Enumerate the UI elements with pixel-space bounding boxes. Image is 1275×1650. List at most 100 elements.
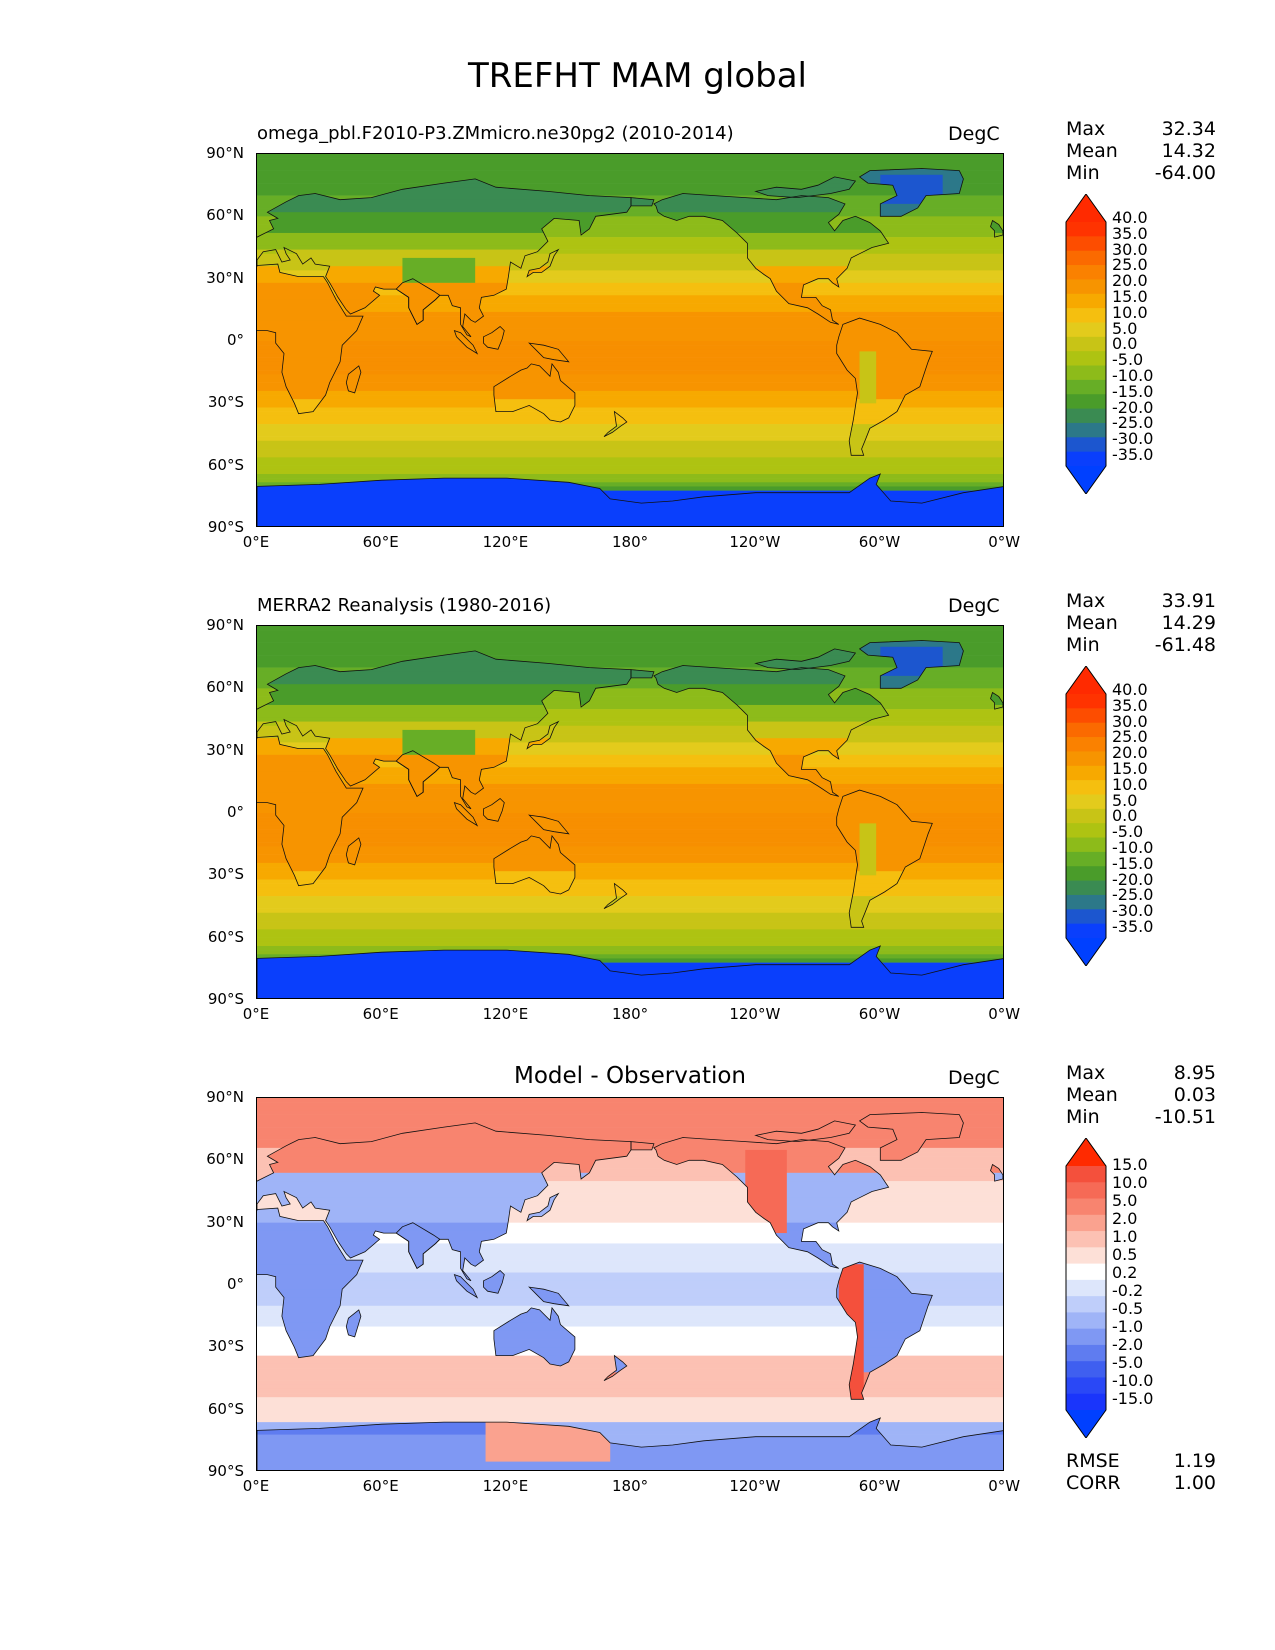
coastline-samerica [836, 1261, 933, 1400]
colorbar-extend-top [1066, 194, 1106, 222]
colorbar-obs [1065, 666, 1107, 966]
colorbar-segment [1066, 1312, 1106, 1330]
lon-tick-label: 180° [612, 1005, 649, 1023]
ocean-band [257, 887, 1003, 893]
colorbar-tick-label: -35.0 [1112, 917, 1154, 936]
lat-tick-label: 60°N [206, 678, 244, 697]
stat-key: CORR [1066, 1472, 1121, 1494]
colorbar-segment [1066, 909, 1106, 925]
ocean-band [257, 266, 1003, 271]
colorbar-segment [1066, 437, 1106, 453]
ocean-band [257, 912, 1003, 918]
ocean-band [257, 634, 1003, 639]
colorbar-segment [1066, 1166, 1106, 1183]
coastline-nz [603, 410, 628, 437]
ocean-band [257, 449, 1003, 454]
colorbar-tick-label: 35.0 [1112, 223, 1148, 243]
colorbar-segment [1066, 808, 1106, 824]
lat-tick-label: 90°S [207, 989, 244, 1008]
coastline-sumatra [453, 801, 479, 827]
coastline-africa [257, 1207, 364, 1359]
stat-key: Max [1066, 1062, 1106, 1084]
ocean-band [257, 871, 1003, 876]
land-band [257, 671, 1003, 677]
ocean-band [257, 746, 1003, 751]
ocean-band [257, 1131, 1003, 1136]
colorbar-tick-label: 0.5 [1112, 1245, 1138, 1264]
lat-tick-label: 0° [226, 1274, 244, 1293]
ocean-band [257, 457, 1003, 462]
ocean-band [257, 775, 1003, 781]
ocean-band [257, 1289, 1003, 1294]
ocean-band [257, 788, 1003, 793]
ocean-band [257, 937, 1003, 943]
colorbar-segment [1066, 1231, 1106, 1248]
colorbar-tick-label: 30.0 [1112, 711, 1148, 731]
ocean-band [257, 328, 1003, 333]
ocean-band [257, 424, 1003, 429]
colorbar-segment [1066, 1377, 1106, 1395]
colorbar-tick-label: 30.0 [1112, 239, 1148, 259]
colorbar-tick-label: 35.0 [1112, 695, 1148, 715]
lat-tick-label: 0° [226, 330, 244, 349]
colorbar-tick-label: -15.0 [1112, 1389, 1154, 1408]
ocean-band [257, 370, 1003, 375]
colorbar-tick-label: 5.0 [1112, 790, 1138, 810]
colorbar-model [1065, 194, 1107, 494]
colorbar-tick-label: 40.0 [1112, 680, 1148, 699]
ocean-band [257, 1359, 1003, 1365]
coastline-eurasiaB [630, 1141, 655, 1151]
lat-tick-label: 60°N [206, 206, 244, 225]
ocean-band [257, 896, 1003, 901]
ocean-band [257, 178, 1003, 184]
ocean-band [257, 498, 1003, 504]
lon-tick-label: 60°W [858, 1477, 901, 1495]
ocean-band [257, 390, 1003, 396]
colorbar-segment [1066, 250, 1106, 266]
ocean-band [257, 1434, 1003, 1440]
stat-key: Max [1066, 118, 1106, 140]
ocean-band [257, 1156, 1003, 1161]
ocean-band [257, 166, 1003, 171]
lat-tick-label: 90°S [207, 1461, 244, 1480]
ocean-band [257, 1409, 1003, 1415]
ocean-band [257, 1181, 1003, 1186]
ocean-band [257, 403, 1003, 408]
ocean-band [257, 783, 1003, 789]
ocean-band [257, 729, 1003, 735]
colorbar-segment [1066, 866, 1106, 882]
ocean-band [257, 1285, 1003, 1290]
ocean-band [257, 1168, 1003, 1174]
stat-key: RMSE [1066, 1450, 1120, 1472]
colorbar-segment [1066, 823, 1106, 839]
ocean-band [257, 879, 1003, 884]
ocean-band [257, 191, 1003, 196]
coastline-borneo [483, 797, 505, 822]
ocean-band [257, 473, 1003, 479]
lon-tick-label: 60°W [858, 1005, 901, 1023]
colorbar-segment [1066, 694, 1106, 709]
colorbar-tick-label: 20.0 [1112, 271, 1148, 291]
ocean-band [257, 1314, 1003, 1319]
ocean-band [257, 407, 1003, 412]
ocean-band [257, 349, 1003, 354]
ocean-band [257, 829, 1003, 835]
colorbar-tick-label: -5.0 [1112, 1353, 1144, 1372]
ocean-band [257, 808, 1003, 814]
lat-tick-label: 90°N [206, 616, 244, 634]
colorbar-tick-label: -0.2 [1112, 1281, 1144, 1300]
andes-cold [859, 351, 877, 404]
ocean-band [257, 684, 1003, 689]
ocean-band [257, 1102, 1003, 1107]
coastline-india [395, 1222, 441, 1269]
colorbar-segment [1066, 1247, 1106, 1265]
colorbar-segment [1066, 1214, 1106, 1232]
ocean-band [257, 415, 1003, 421]
stats-block: Max 33.91 Mean 14.29 Min -61.48 [1066, 590, 1216, 656]
colorbar-extend-top [1066, 1138, 1106, 1166]
colorbar-segment [1066, 722, 1106, 738]
ocean-band [257, 399, 1003, 404]
coastline-uk [990, 1163, 1003, 1182]
ocean-band [257, 1272, 1003, 1277]
stat-value: 32.34 [1161, 118, 1216, 140]
